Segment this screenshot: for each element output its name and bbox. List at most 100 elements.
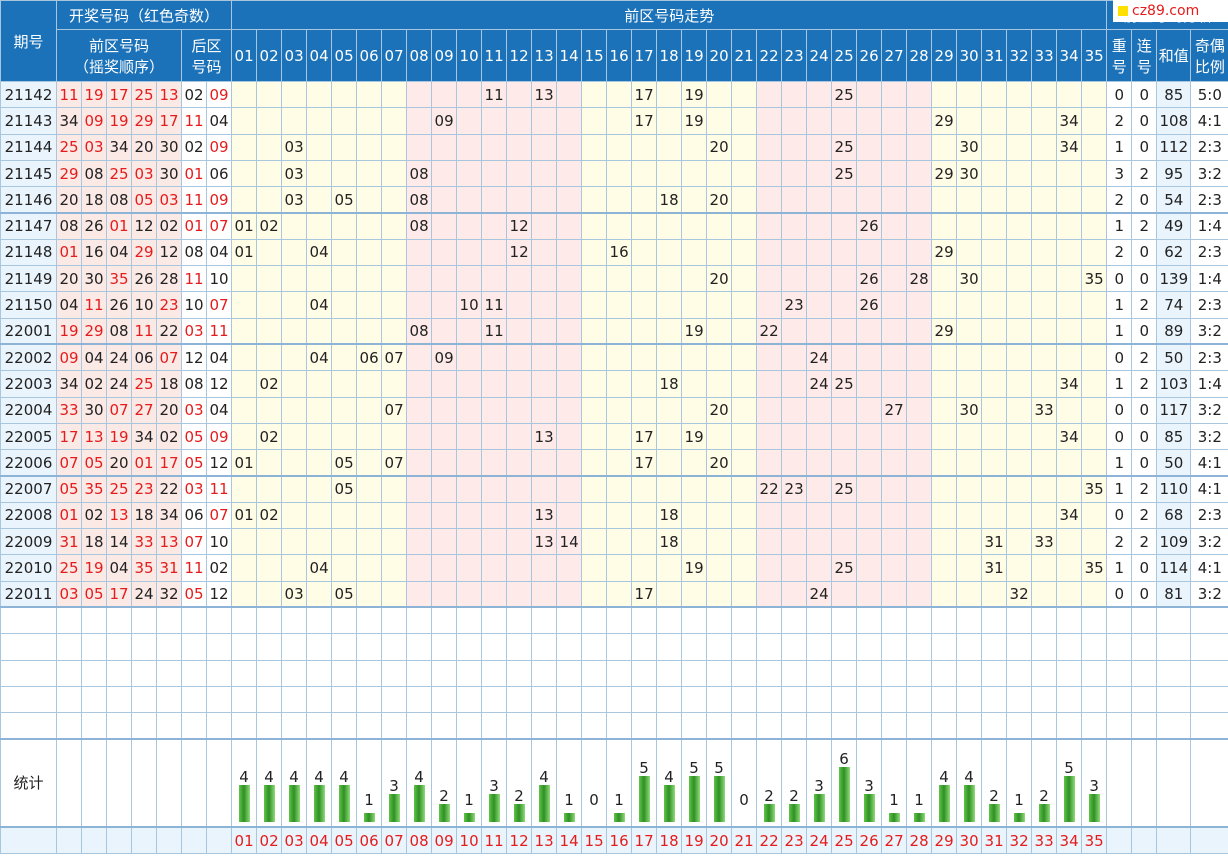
front-draw-number: 25 — [106, 159, 132, 188]
stats-empty — [81, 737, 107, 828]
trend-cell — [856, 343, 883, 372]
trend-cell — [681, 159, 708, 188]
trend-cell — [981, 343, 1008, 372]
empty-cell — [356, 685, 383, 714]
trend-cell — [831, 343, 858, 372]
stats-bar-cell: 1 — [556, 737, 583, 828]
trend-cell — [331, 501, 358, 530]
empty-cell — [106, 659, 132, 687]
consecutive-value: 0 — [1131, 449, 1158, 477]
trend-cell — [756, 396, 783, 424]
trend-cell — [831, 186, 858, 214]
number-header: 09 — [431, 29, 458, 82]
trend-cell — [281, 343, 308, 372]
trend-cell — [981, 211, 1008, 240]
back-draw-number: 04 — [205, 343, 233, 372]
trend-cell — [281, 370, 308, 398]
number-header: 21 — [731, 29, 758, 82]
repeat-value: 0 — [1106, 501, 1133, 530]
trend-cell — [781, 238, 808, 267]
empty-cell — [731, 712, 758, 740]
trend-cell — [606, 291, 633, 319]
trend-cell — [231, 554, 258, 582]
trend-cell — [556, 80, 583, 109]
front-draw-number: 31 — [156, 554, 182, 582]
site-logo[interactable]: cz89.com — [1113, 0, 1228, 22]
trend-cell — [981, 265, 1008, 293]
front-draw-number: 03 — [131, 159, 157, 188]
trend-cell — [1031, 554, 1058, 582]
trend-cell — [406, 370, 433, 398]
trend-cell — [781, 265, 808, 293]
back-draw-number: 09 — [205, 186, 233, 214]
footer-cell — [1131, 825, 1158, 855]
empty-cell — [1131, 659, 1158, 687]
trend-cell — [331, 265, 358, 293]
trend-cell — [256, 159, 283, 188]
front-draw-number: 12 — [131, 211, 157, 240]
consecutive-value: 2 — [1131, 291, 1158, 319]
trend-cell — [856, 396, 883, 424]
trend-cell — [456, 238, 483, 267]
stats-bar-cell: 3 — [806, 737, 833, 828]
front-draw-number: 08 — [106, 317, 132, 345]
empty-cell — [556, 606, 583, 635]
empty-cell — [931, 659, 958, 687]
trend-hit: 29 — [931, 159, 958, 188]
front-draw-number: 31 — [56, 528, 82, 556]
sum-value: 50 — [1156, 449, 1192, 477]
trend-cell — [631, 554, 658, 582]
trend-cell — [1081, 449, 1108, 477]
trend-cell — [906, 186, 933, 214]
front-draw-number: 18 — [156, 370, 182, 398]
number-header: 25 — [831, 29, 858, 82]
front-draw-number: 05 — [56, 474, 82, 503]
trend-hit: 11 — [481, 80, 508, 109]
trend-cell — [906, 107, 933, 135]
trend-cell — [756, 501, 783, 530]
empty-cell — [356, 712, 383, 740]
trend-cell — [306, 80, 333, 109]
trend-cell — [981, 501, 1008, 530]
empty-cell — [1031, 606, 1058, 635]
trend-cell — [956, 580, 983, 608]
empty-cell — [556, 712, 583, 740]
trend-cell — [756, 80, 783, 109]
trend-cell — [581, 580, 608, 608]
trend-hit: 24 — [806, 370, 833, 398]
trend-cell — [906, 211, 933, 240]
trend-cell — [881, 238, 908, 267]
ratio-value: 2:3 — [1190, 133, 1228, 161]
footer-number: 14 — [556, 825, 583, 855]
empty-cell — [281, 685, 308, 714]
count-label: 1 — [1014, 790, 1024, 809]
number-header: 34 — [1056, 29, 1083, 82]
trend-cell — [331, 211, 358, 240]
trend-cell — [356, 133, 383, 161]
empty-cell — [681, 712, 708, 740]
front-draw-number: 32 — [156, 580, 182, 608]
empty-cell — [781, 685, 808, 714]
trend-cell — [281, 449, 308, 477]
trend-cell — [256, 580, 283, 608]
count-bar — [988, 803, 1000, 822]
trend-cell — [681, 343, 708, 372]
stats-bar-cell: 1 — [606, 737, 633, 828]
empty-cell — [456, 633, 483, 661]
trend-cell — [306, 474, 333, 503]
empty-cell — [1156, 659, 1192, 687]
trend-cell — [231, 317, 258, 345]
trend-cell — [281, 396, 308, 424]
trend-hit: 01 — [231, 449, 258, 477]
sum-value: 112 — [1156, 133, 1192, 161]
empty-cell — [831, 633, 858, 661]
period-cell: 22002 — [0, 343, 57, 372]
trend-cell — [781, 528, 808, 556]
trend-cell — [356, 580, 383, 608]
front-draw-number: 19 — [106, 422, 132, 451]
trend-cell — [906, 501, 933, 530]
consecutive-value: 2 — [1131, 474, 1158, 503]
front-draw-number: 01 — [106, 211, 132, 240]
front-draw-number: 02 — [156, 422, 182, 451]
back-draw-number: 07 — [205, 501, 233, 530]
